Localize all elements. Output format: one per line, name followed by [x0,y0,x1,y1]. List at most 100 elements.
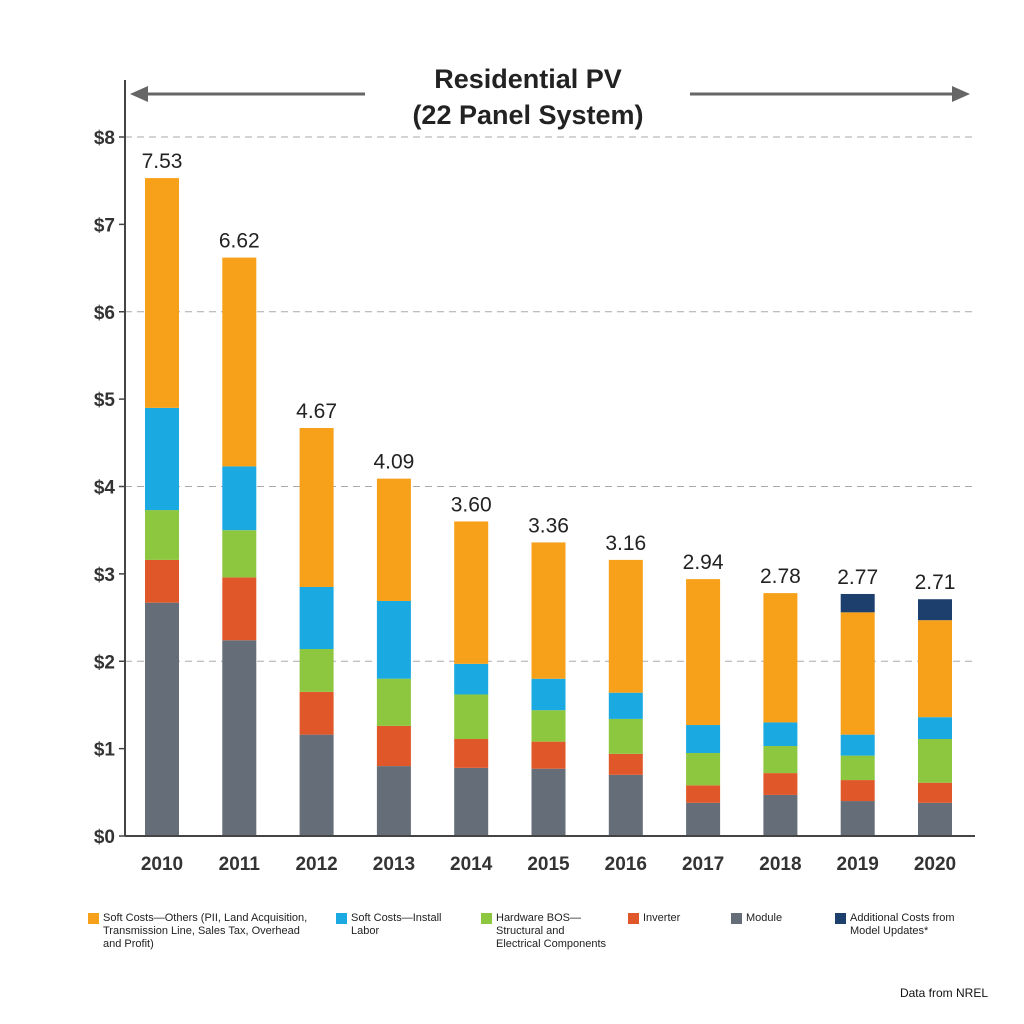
bar-segment [763,722,798,747]
bar-segment [299,427,334,587]
bar-segment [608,718,643,754]
x-tick-label: 2013 [373,854,415,875]
bar-segment [686,725,721,753]
total-label: 2.78 [760,565,801,588]
total-label: 3.16 [605,532,646,555]
legend-swatch [835,913,846,924]
bar-segment [454,739,489,768]
bar-segment [299,734,334,836]
total-label: 2.94 [683,551,724,574]
span-arrow [130,86,970,102]
bar-segment [608,559,643,693]
total-label: 4.67 [296,400,337,423]
bar-segment [763,746,798,774]
chart-subtitle: (22 Panel System) [412,100,643,130]
x-tick-label: 2011 [219,854,261,875]
legend-item: Inverter [628,912,718,925]
bar-segment [222,257,257,467]
bar-segment [763,593,798,723]
legend: Soft Costs—Others (PII, Land Acquisition… [88,912,968,982]
bar-segment [454,663,489,695]
bar-segment [918,717,952,740]
bar-segment [145,559,179,603]
bars [145,178,952,836]
legend-item: Soft Costs—Others (PII, Land Acquisition… [88,912,308,951]
bar-segment [222,530,257,578]
legend-item: Additional Costs from Model Updates* [835,912,955,938]
x-tick-label: 2015 [527,854,570,875]
bar-segment [145,510,179,560]
total-labels: 7.53 6.62 4.67 4.09 3.60 3.36 3.16 2.94 2.78 2.77… [142,150,956,594]
bar-segment [840,593,875,613]
legend-item: Module [731,912,821,925]
y-tick-label: $4 [94,478,116,499]
bar-segment [299,586,334,650]
x-tick-label: 2017 [682,854,724,875]
y-tick-label: $0 [94,827,115,848]
bar-segment [840,734,875,756]
source-note: Data from NREL [899,986,988,1000]
legend-swatch [731,913,742,924]
bar-segment [686,802,721,836]
y-tick-label: $7 [94,215,115,236]
bar-segment [145,602,179,836]
bar-segment [686,752,721,786]
bar-segment [918,599,952,621]
bar-segment [454,521,489,664]
bar-segment [840,755,875,781]
bar-segment [918,782,952,803]
legend-item: Soft Costs—Install Labor [336,912,466,938]
x-tick-label: 2019 [837,854,879,875]
bar-segment [531,710,566,742]
total-label: 4.09 [373,451,414,474]
legend-label: Soft Costs—Install Labor [351,912,442,937]
bar-segment [145,407,179,511]
total-label: 6.62 [219,230,260,253]
bar-segment [531,678,566,711]
x-tick-label: 2010 [141,854,183,875]
bar-segment [918,802,952,836]
bar-segment [454,694,489,740]
bar-segment [376,725,411,767]
bar-segment [918,620,952,718]
bar-segment [531,741,566,769]
y-tick-label: $3 [94,565,115,586]
legend-item: Hardware BOS—Structural and Electrical C… [481,912,611,951]
bar-segment [763,773,798,795]
total-label: 7.53 [142,150,183,173]
bar-segment [840,780,875,802]
legend-label: Module [746,912,783,924]
y-tick-label: $6 [94,303,115,324]
bar-segment [376,678,411,726]
bar-segment [145,178,179,408]
legend-label: Hardware BOS—Structural and Electrical C… [496,912,607,950]
bar-segment [608,774,643,836]
total-label: 3.60 [451,493,492,516]
bar-segment [531,542,566,679]
y-tick-label: $1 [94,740,116,761]
x-tick-label: 2016 [605,854,647,875]
bar-segment [222,577,257,641]
total-label: 2.71 [915,571,956,594]
legend-swatch [336,913,347,924]
legend-label: Inverter [643,912,681,924]
bar-segment [376,766,411,836]
chart-title: Residential PV [434,64,622,94]
axes: $0 $1 $2 $3 $4 $5 $6 $7 $8 2010 2011 2012 2013 2014 20… [94,80,975,875]
bar-segment [608,692,643,719]
bar-segment [918,739,952,783]
bar-segment [299,691,334,735]
bar-segment [531,768,566,836]
legend-swatch [481,913,492,924]
bar-segment [222,640,257,836]
y-tick-label: $2 [94,652,115,673]
legend-label: Additional Costs from Model Updates* [850,912,955,937]
bar-segment [222,466,257,531]
bar-segment [299,649,334,692]
x-tick-label: 2020 [914,854,956,875]
legend-label: Soft Costs—Others (PII, Land Acquisition… [103,912,308,950]
x-tick-label: 2014 [450,854,493,875]
bar-segment [454,767,489,836]
x-tick-label: 2018 [759,854,801,875]
legend-swatch [88,913,99,924]
